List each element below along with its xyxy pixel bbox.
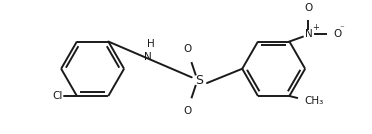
Text: ⁻: ⁻ bbox=[339, 25, 344, 34]
Text: O: O bbox=[184, 106, 192, 116]
Text: N: N bbox=[305, 29, 312, 39]
Text: O: O bbox=[304, 3, 312, 13]
Text: CH₃: CH₃ bbox=[305, 96, 324, 106]
Text: +: + bbox=[312, 23, 320, 32]
Text: H: H bbox=[147, 39, 155, 49]
Text: O: O bbox=[184, 44, 192, 54]
Text: Cl: Cl bbox=[52, 91, 62, 101]
Text: S: S bbox=[195, 74, 203, 87]
Text: O: O bbox=[333, 29, 341, 39]
Text: N: N bbox=[144, 52, 152, 62]
